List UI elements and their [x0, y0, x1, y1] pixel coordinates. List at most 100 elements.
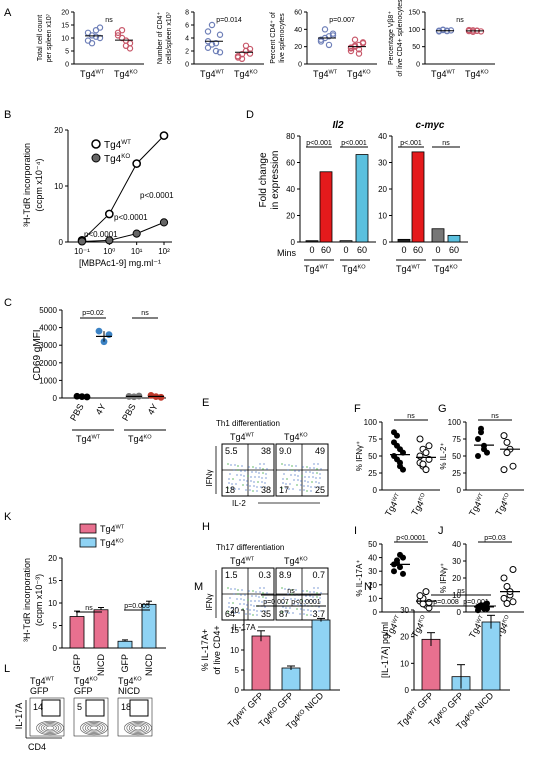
y-axis-label: cells/spleen x10⁷ — [166, 11, 173, 64]
p-value: p=0.014 — [216, 17, 242, 24]
y-tick-label: 30 — [452, 557, 461, 566]
p-value: p=0.008 — [433, 599, 459, 606]
flow-event-dot — [313, 591, 315, 593]
flow-event-dot — [288, 464, 290, 466]
x-label-wt: Tg4WT — [200, 69, 225, 79]
flow-event-dot — [310, 610, 312, 612]
y-tick-label: 3000 — [39, 341, 57, 350]
x-tick-label: 10² — [158, 247, 170, 256]
flow-event-dot — [229, 473, 231, 475]
flow-event-dot — [236, 474, 238, 476]
flow-event-dot — [253, 481, 255, 483]
legend-swatch-wt — [79, 523, 97, 534]
flow-event-dot — [261, 477, 263, 479]
genotype-text: Tg4KO — [342, 264, 366, 274]
quadrant-value: 18 — [225, 485, 235, 495]
data-point-ko — [238, 55, 246, 63]
flow-event-dot — [288, 488, 290, 490]
flow-event-dot — [256, 490, 258, 492]
y-axis-label: per spleen x10⁷ — [46, 13, 53, 62]
flow-event-dot — [302, 466, 304, 468]
bar — [481, 621, 501, 691]
x-label-wt: Tg4WT — [467, 491, 488, 517]
x-tick-label: GFP — [72, 654, 82, 673]
genotype-superscript: KO — [418, 614, 428, 625]
flow-event-dot — [259, 591, 261, 593]
y-axis-label: % IFNγ⁺ — [355, 441, 364, 471]
genotype-superscript: KO — [502, 614, 512, 625]
group-label-wt: Tg4WT — [396, 264, 421, 274]
x-tick-label: 4Y — [146, 402, 160, 417]
flow-event-dot — [308, 476, 310, 478]
flow-label-ko: Tg4KO — [284, 556, 308, 566]
data-point-wt — [394, 442, 400, 449]
y-tick-label: 4 — [185, 36, 189, 43]
flow-event-dot — [243, 475, 245, 477]
flow-event-dot — [281, 463, 283, 465]
x-tick-label: 60 — [321, 245, 331, 255]
data-point-wt — [321, 26, 329, 33]
data-point-wt — [481, 442, 487, 449]
sample-label: GFP — [74, 686, 93, 696]
x-tick-label: 0 — [343, 245, 348, 255]
y-tick-label: 0 — [405, 686, 410, 695]
flow-event-dot — [283, 473, 285, 475]
flow-event-dot — [246, 484, 248, 486]
flow-event-dot — [304, 476, 306, 478]
flow-event-dot — [237, 589, 239, 591]
x-tick-label: GFP — [120, 654, 130, 673]
data-point — [105, 331, 113, 339]
group-label-wt: Tg4WT — [76, 434, 101, 444]
flow-event-dot — [309, 471, 311, 473]
y-tick-label: 20 — [400, 633, 409, 642]
flow-event-dot — [228, 482, 230, 484]
flow-event-dot — [285, 487, 287, 489]
flow-event-dot — [228, 602, 230, 604]
flow-event-dot — [315, 601, 317, 603]
flow-event-dot — [306, 466, 308, 468]
data-point-ko — [503, 583, 511, 590]
y-tick-label: 0 — [185, 62, 189, 69]
p-value: p=0.007 — [263, 599, 289, 606]
panel-letter-M: M — [194, 581, 203, 593]
flow-event-dot — [306, 590, 308, 592]
data-point-ko — [503, 438, 511, 446]
data-point-wt — [216, 49, 224, 56]
genotype-text: Tg4WT — [80, 69, 105, 79]
flow-event-dot — [235, 607, 237, 609]
y-tick-label: 20 — [286, 212, 295, 221]
flow-event-dot — [262, 592, 264, 594]
y-tick-label: 50 — [368, 452, 377, 461]
genotype-text: Tg4KO — [104, 153, 130, 165]
flow-event-dot — [301, 475, 303, 477]
genotype-text: Tg4KO — [74, 676, 98, 686]
flow-event-dot — [282, 482, 284, 484]
p-value: p<0.0001 — [396, 535, 425, 542]
y-tick-label: 0 — [373, 608, 378, 617]
flow-event-dot — [249, 485, 251, 487]
data-point-wt — [159, 131, 169, 140]
flow-event-dot — [318, 482, 320, 484]
data-point-wt — [475, 436, 481, 442]
flow-event-dot — [242, 484, 244, 486]
data-point-ko — [425, 598, 433, 606]
y-tick-label: 20 — [54, 126, 63, 135]
flow-event-dot — [300, 608, 302, 610]
y-tick-label: 15 — [48, 577, 57, 586]
flow-event-dot — [291, 593, 293, 595]
genotype-text: Tg4KO — [234, 69, 258, 79]
genotype-text: Tg4WT — [467, 491, 488, 517]
y-tick-label: 100 — [364, 418, 378, 427]
y-tick-label: 15 — [61, 23, 69, 30]
y-tick-label: 75 — [368, 435, 377, 444]
flow-event-dot — [238, 612, 240, 614]
contour-line — [126, 722, 150, 734]
genotype-superscript: KO — [144, 435, 153, 441]
y-tick-label: 100 — [408, 27, 420, 34]
flow-event-dot — [291, 589, 293, 591]
flow-event-dot — [230, 588, 232, 590]
data-point-wt — [204, 44, 212, 51]
flow-event-dot — [281, 487, 283, 489]
p-value: p<0.0001 — [291, 599, 320, 606]
y-tick-label: 30 — [400, 606, 409, 615]
